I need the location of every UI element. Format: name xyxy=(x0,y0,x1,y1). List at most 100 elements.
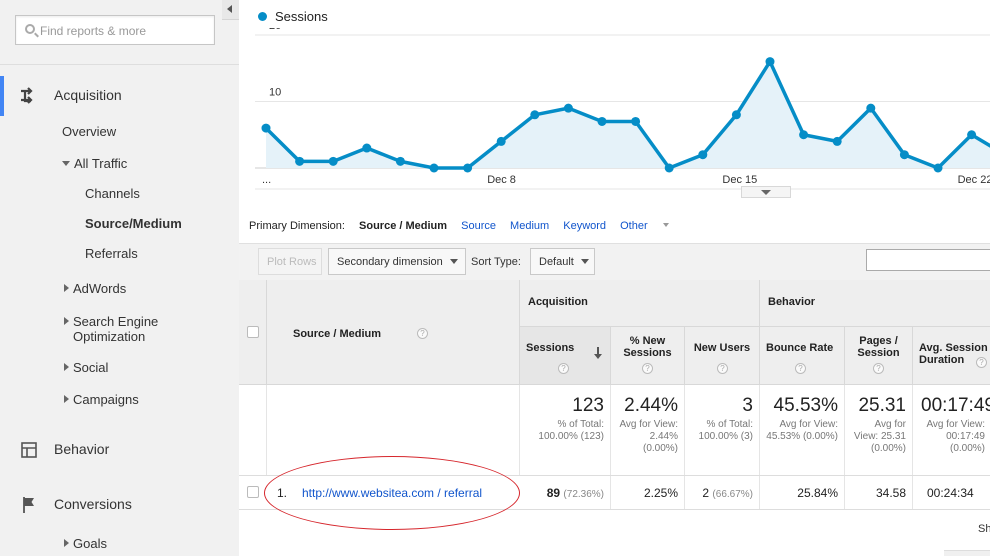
data-point xyxy=(395,156,405,166)
data-point xyxy=(295,156,305,166)
help-icon[interactable]: ? xyxy=(795,363,806,374)
sidebar-item-label: Social xyxy=(73,360,109,375)
series-line xyxy=(264,59,990,170)
sidebar-item-acquisition[interactable]: Acquisition xyxy=(0,80,239,110)
help-icon[interactable]: ? xyxy=(717,363,728,374)
data-point xyxy=(799,130,809,140)
data-point xyxy=(463,163,473,173)
column-header-label: Pages / Session xyxy=(857,335,900,359)
table-controls: Plot Rows Secondary dimension Sort Type:… xyxy=(239,243,990,281)
data-point xyxy=(731,110,741,120)
cell-bounce-rate: 25.84% xyxy=(760,476,845,509)
caret-right-icon xyxy=(64,395,69,403)
sidebar-item-label: Conversions xyxy=(54,496,132,512)
caret-down-icon xyxy=(62,161,70,166)
acquisition-group-header: Acquisition xyxy=(520,280,760,327)
total-value: 123 xyxy=(572,395,604,416)
total-value: 2.44% xyxy=(624,395,678,416)
sidebar-item-campaigns[interactable]: Campaigns xyxy=(64,392,139,407)
chevron-down-icon xyxy=(449,259,458,264)
chart-resize-handle[interactable] xyxy=(741,186,791,198)
column-header-sessions[interactable]: Sessions ? xyxy=(520,327,611,385)
help-icon[interactable]: ? xyxy=(873,363,884,374)
row-checkbox[interactable] xyxy=(247,486,259,498)
sidebar-item-label: Search Engine xyxy=(73,314,159,329)
sidebar-item-goals[interactable]: Goals xyxy=(64,536,107,551)
sidebar-item-label: Behavior xyxy=(54,441,110,457)
total-new-users: 3 % of Total: 100.00% (3) xyxy=(685,385,760,475)
primary-dimension-current: Source / Medium xyxy=(359,220,448,232)
help-icon[interactable]: ? xyxy=(976,357,987,368)
total-subtext: % of Total: 100.00% (3) xyxy=(698,419,753,442)
total-avg-duration: 00:17:49 Avg for View: 00:17:49 (0.00%) xyxy=(913,385,990,475)
column-header-new-users[interactable]: New Users ? xyxy=(685,327,760,385)
y-tick-label: 20 xyxy=(269,28,281,32)
sidebar-item-source-medium[interactable]: Source/Medium xyxy=(85,216,182,231)
data-point xyxy=(933,163,943,173)
sidebar-item-seo-line2[interactable]: Optimization xyxy=(73,329,146,344)
dimension-link-keyword[interactable]: Keyword xyxy=(563,220,607,232)
column-header-pages-session[interactable]: Pages / Session ? xyxy=(845,327,913,385)
column-header-label: Source / Medium xyxy=(293,328,382,340)
column-header-label: Bounce Rate xyxy=(766,342,834,354)
help-icon[interactable]: ? xyxy=(642,363,653,374)
table-filter-input[interactable] xyxy=(866,249,990,271)
sidebar-collapse-button[interactable] xyxy=(222,0,239,20)
sidebar-item-referrals[interactable]: Referrals xyxy=(85,246,138,261)
sort-type-label: Sort Type: xyxy=(471,256,521,268)
column-header-new-sessions[interactable]: % New Sessions ? xyxy=(611,327,685,385)
column-header-avg-session-duration[interactable]: Avg. Session Duration ? xyxy=(913,327,990,385)
help-icon[interactable]: ? xyxy=(417,328,428,339)
acquisition-icon xyxy=(21,87,33,104)
secondary-dimension-dropdown[interactable]: Secondary dimension xyxy=(328,248,466,275)
data-point xyxy=(328,156,338,166)
total-subtext: % of Total: 100.00% (123) xyxy=(538,419,604,442)
sidebar-item-social[interactable]: Social xyxy=(64,360,108,375)
data-point xyxy=(261,123,271,133)
active-indicator xyxy=(0,76,4,116)
sidebar-item-seo[interactable]: Search Engine xyxy=(64,314,158,329)
sort-type-dropdown[interactable]: Default xyxy=(530,248,595,275)
source-medium-header[interactable]: Source / Medium ? xyxy=(267,280,520,385)
data-point xyxy=(899,150,909,160)
dimension-other-dropdown[interactable]: Other xyxy=(620,220,680,232)
cell-value: 89 xyxy=(546,486,561,500)
total-value: 25.31 xyxy=(858,395,906,416)
chart-legend: Sessions xyxy=(258,9,328,24)
column-header-label: Sessions xyxy=(526,342,575,354)
sidebar-item-label: All Traffic xyxy=(74,156,128,171)
chevron-down-icon xyxy=(662,223,669,227)
data-point xyxy=(429,163,439,173)
sidebar-item-adwords[interactable]: AdWords xyxy=(64,281,126,296)
dimension-link-source[interactable]: Source xyxy=(461,220,496,232)
legend-label: Sessions xyxy=(275,9,328,24)
sidebar-item-behavior[interactable]: Behavior xyxy=(0,434,239,464)
data-point xyxy=(967,130,977,140)
sidebar-item-all-traffic[interactable]: All Traffic xyxy=(62,156,127,171)
search-input[interactable] xyxy=(40,22,210,40)
help-icon[interactable]: ? xyxy=(558,363,569,374)
series-area xyxy=(266,61,990,168)
dimension-link-medium[interactable]: Medium xyxy=(510,220,550,232)
primary-dimension-bar: Primary Dimension: Source / Medium Sourc… xyxy=(249,220,691,232)
select-all-checkbox[interactable] xyxy=(247,326,259,338)
highlight-annotation xyxy=(264,456,520,530)
data-point xyxy=(597,116,607,126)
total-subtext: Avg for View: 25.31 (0.00%) xyxy=(853,419,906,454)
column-header-label: New Users xyxy=(693,342,751,354)
total-bounce-rate: 45.53% Avg for View: 45.53% (0.00%) xyxy=(760,385,845,475)
total-subtext: Avg for View: 45.53% (0.00%) xyxy=(766,419,838,442)
search-box[interactable] xyxy=(15,15,215,45)
sidebar-item-conversions[interactable]: Conversions xyxy=(0,489,239,519)
sidebar-item-channels[interactable]: Channels xyxy=(85,186,140,201)
caret-right-icon xyxy=(64,317,69,325)
column-header-bounce-rate[interactable]: Bounce Rate ? xyxy=(760,327,845,385)
totals-label-cell xyxy=(267,385,520,475)
total-subtext: Avg for View: 00:17:49 (0.00%) xyxy=(926,419,985,454)
total-sessions: 123 % of Total: 100.00% (123) xyxy=(520,385,611,475)
plot-rows-button[interactable]: Plot Rows xyxy=(258,248,322,275)
column-header-label: Avg. Session Duration xyxy=(919,342,988,366)
sidebar-item-label: AdWords xyxy=(73,281,127,296)
sidebar-item-overview[interactable]: Overview xyxy=(62,124,117,139)
caret-right-icon xyxy=(64,363,69,371)
